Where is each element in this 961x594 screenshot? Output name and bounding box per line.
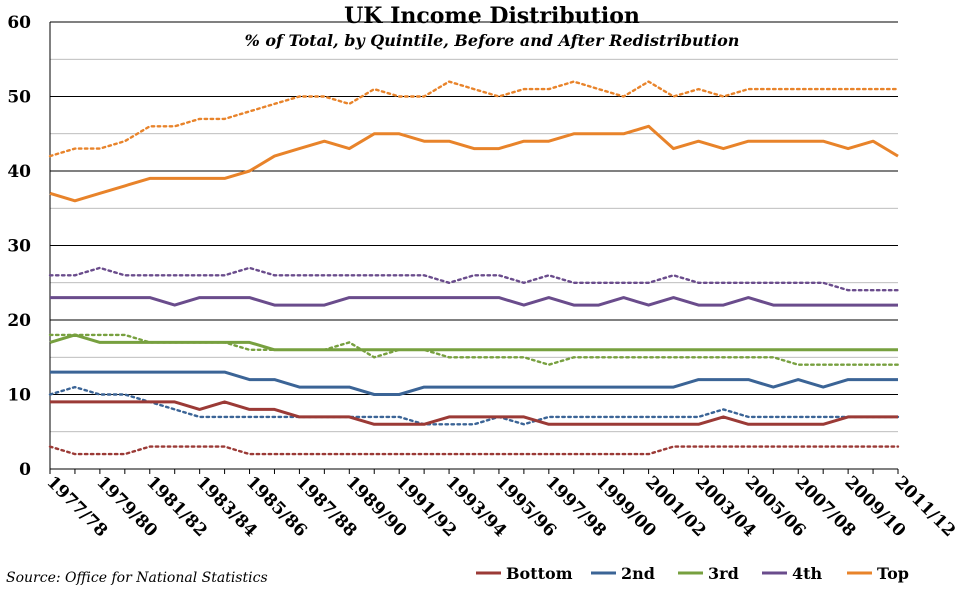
legend: Bottom 2nd 3rd 4th Top xyxy=(476,564,909,583)
series-line-bottom xyxy=(50,400,898,426)
legend-label: 3rd xyxy=(708,564,739,583)
chart-title: UK Income Distribution xyxy=(344,3,640,29)
x-axis: 1977/781979/801981/821983/841985/861987/… xyxy=(42,469,959,541)
legend-label: 2nd xyxy=(621,564,655,583)
y-tick-label: 20 xyxy=(7,311,31,331)
series-line-2nd-original xyxy=(48,385,900,426)
y-tick-label: 0 xyxy=(19,460,31,480)
series-line-top xyxy=(49,124,899,203)
y-tick-label: 40 xyxy=(7,162,31,182)
y-tick-label: 30 xyxy=(7,237,31,257)
series-line-3rd xyxy=(49,333,898,352)
series-line-2nd xyxy=(50,370,898,396)
source-note: Source: Office for National Statistics xyxy=(6,570,268,586)
series-line-4th xyxy=(50,296,898,307)
y-tick-label: 50 xyxy=(7,88,31,108)
series-line-top-original xyxy=(48,80,900,158)
series-line-3rd-original xyxy=(48,333,900,366)
chart-subtitle: % of Total, by Quintile, Before and Afte… xyxy=(245,31,740,50)
legend-label: Top xyxy=(877,564,909,583)
y-tick-label: 60 xyxy=(7,13,31,33)
y-axis-ticks: 0 10 20 30 40 50 60 xyxy=(7,13,31,480)
y-tick-label: 10 xyxy=(7,386,31,406)
legend-label: Bottom xyxy=(506,564,573,583)
series-line-4th-original xyxy=(48,266,900,292)
series-line-bottom-original xyxy=(48,445,900,456)
legend-label: 4th xyxy=(792,564,823,583)
series-lines xyxy=(48,80,900,456)
